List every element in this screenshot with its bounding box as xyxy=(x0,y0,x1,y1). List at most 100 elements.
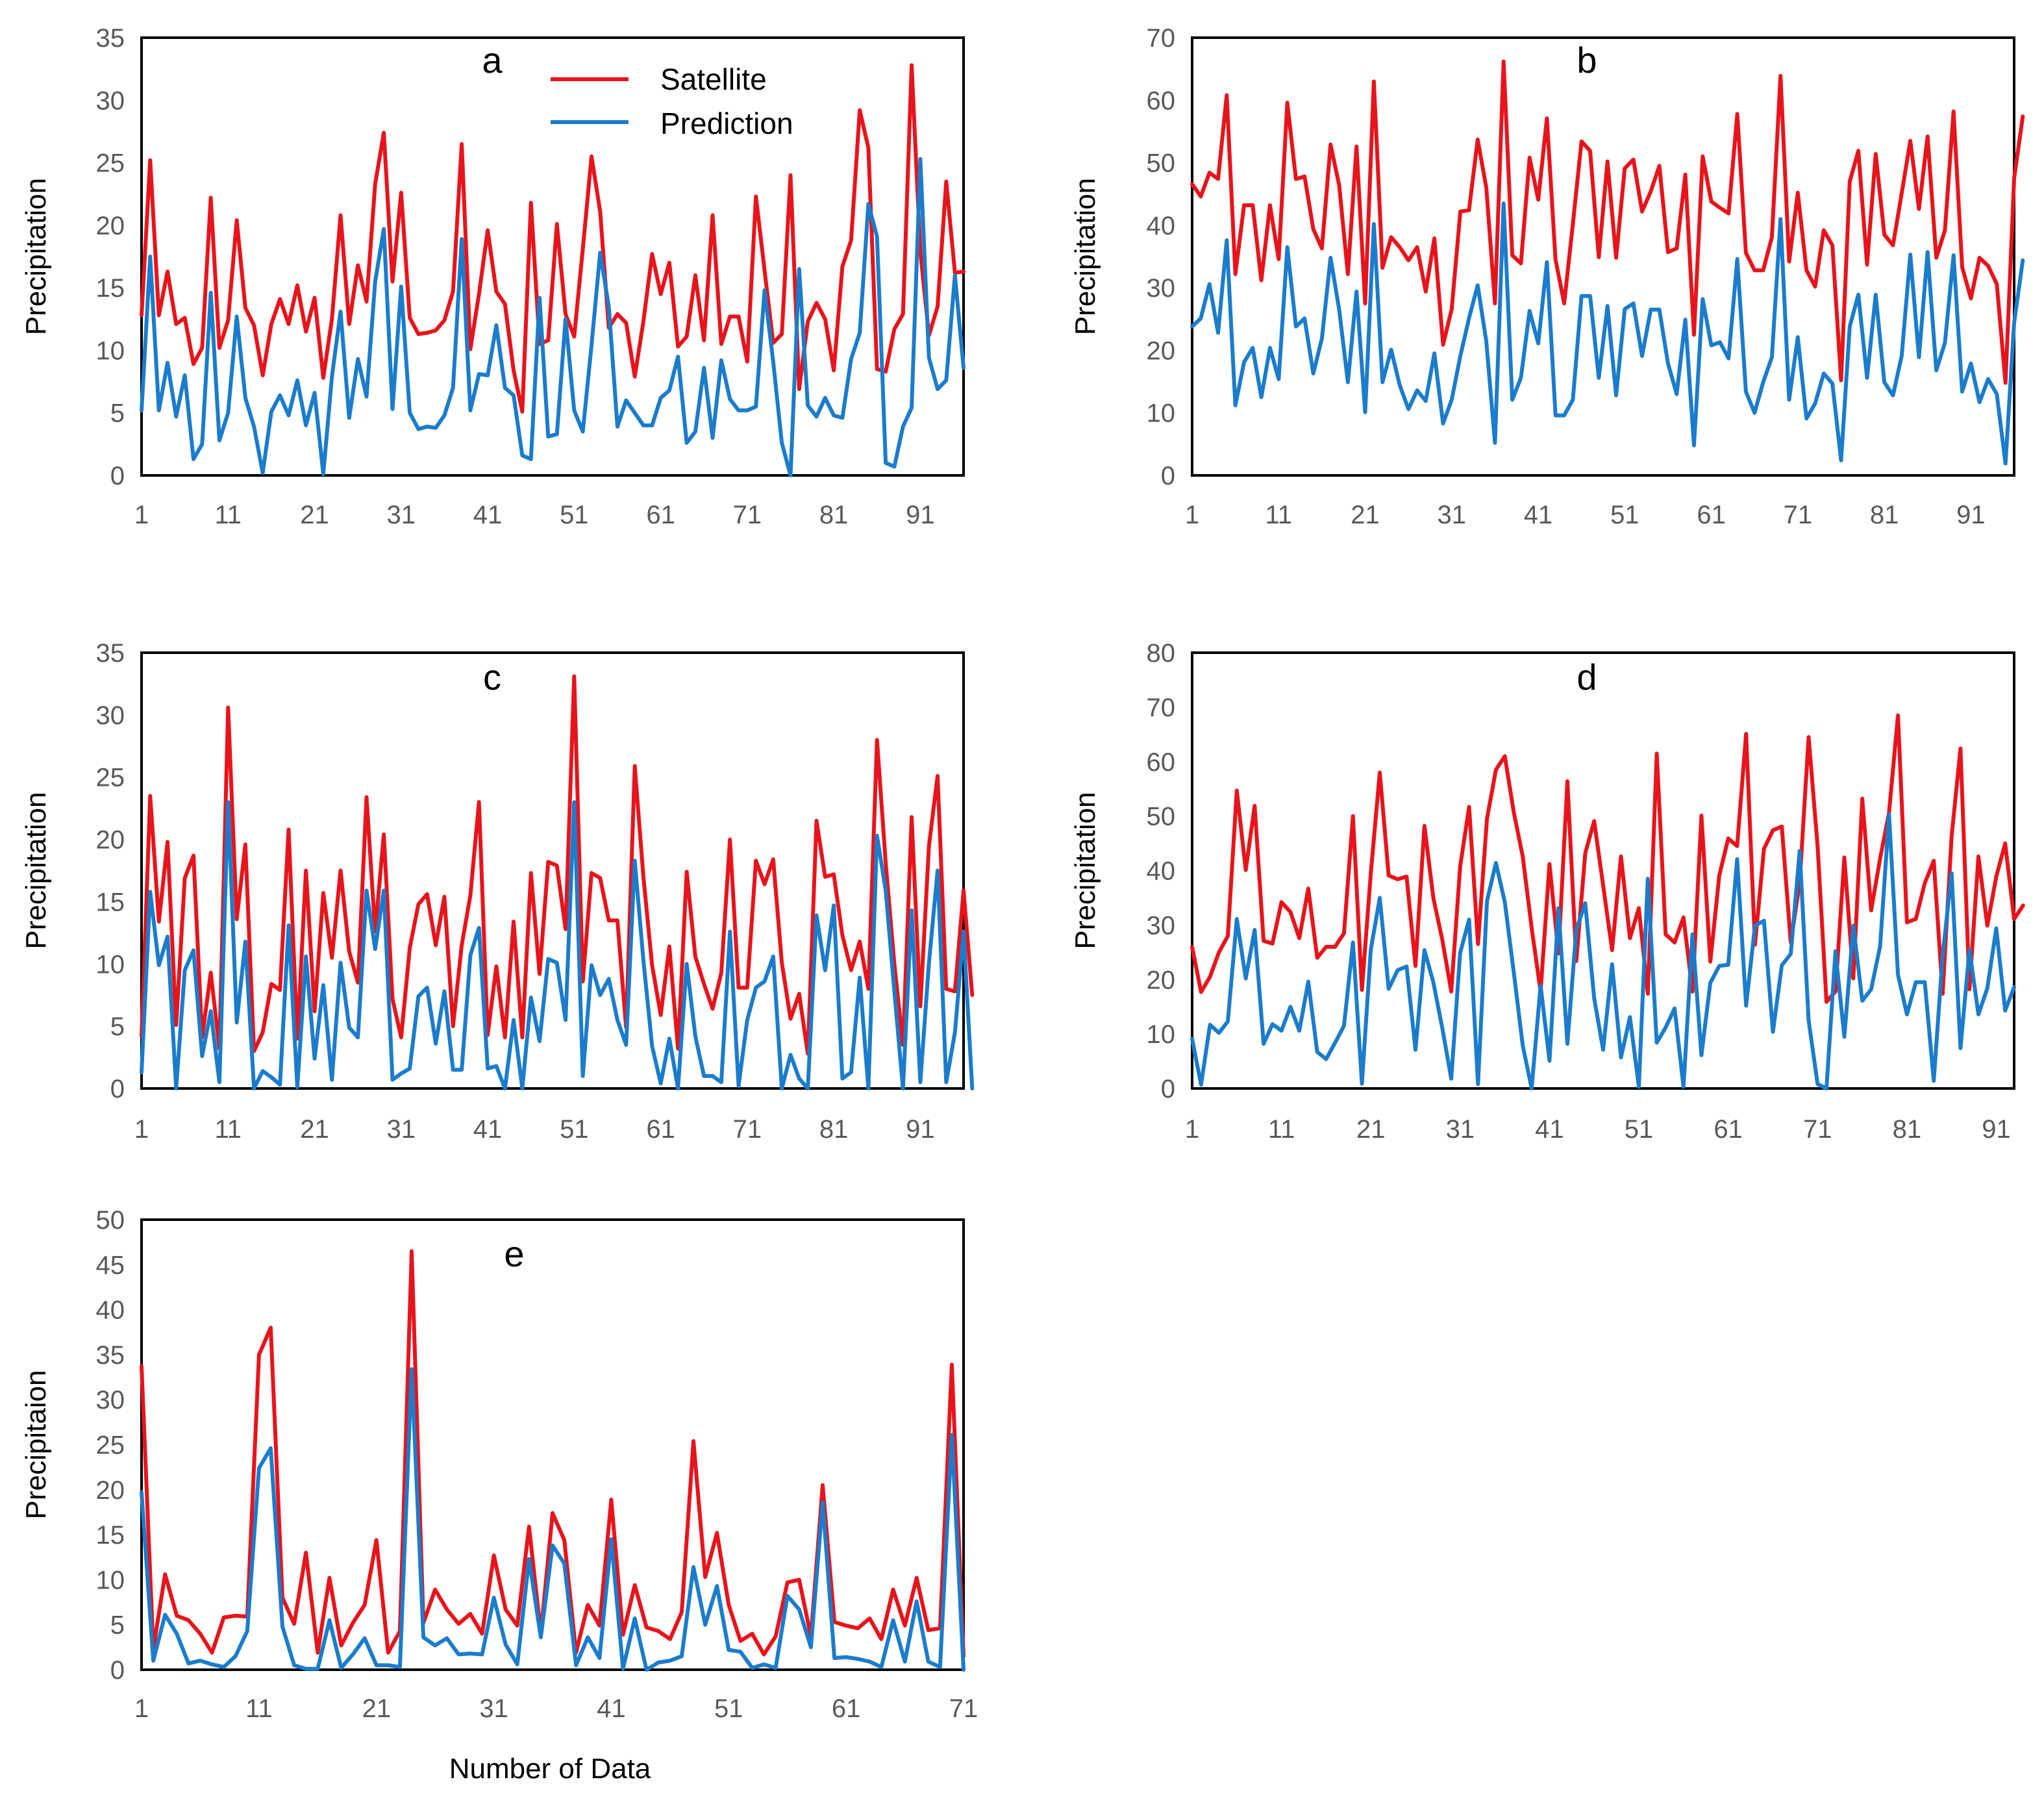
y-tick-label: 30 xyxy=(1147,911,1176,940)
y-tick-label: 15 xyxy=(96,1521,125,1550)
x-tick-label: 51 xyxy=(714,1694,743,1723)
x-tick-label: 31 xyxy=(1446,1115,1475,1144)
x-tick-label: 21 xyxy=(300,1115,329,1144)
x-tick-label: 1 xyxy=(1185,501,1199,529)
plot-frame xyxy=(140,36,965,477)
x-tick-label: 61 xyxy=(646,501,675,529)
panel-label: a xyxy=(482,40,503,81)
y-tick-label: 50 xyxy=(1147,149,1176,178)
y-axis-title: Precipitation xyxy=(20,178,52,335)
x-tick-label: 11 xyxy=(245,1694,273,1723)
x-tick-label: 61 xyxy=(1697,501,1726,529)
y-tick-label: 20 xyxy=(96,826,125,855)
y-tick-label: 40 xyxy=(1147,212,1176,240)
y-tick-label: 40 xyxy=(96,1296,125,1325)
x-tick-label: 71 xyxy=(1803,1115,1832,1144)
x-tick-label: 11 xyxy=(214,501,242,529)
series-line-prediction xyxy=(1190,201,2025,466)
x-tick-label: 71 xyxy=(949,1694,978,1723)
y-tick-label: 10 xyxy=(96,336,125,365)
x-tick-label: 21 xyxy=(1351,501,1380,529)
y-tick-label: 50 xyxy=(96,1206,125,1235)
y-tick-label: 30 xyxy=(1147,274,1176,303)
series-line-satellite xyxy=(140,63,966,414)
y-tick-label: 5 xyxy=(110,399,125,428)
y-axis-title: Precipitation xyxy=(20,792,52,949)
y-tick-label: 60 xyxy=(1147,748,1176,777)
y-tick-label: 30 xyxy=(96,86,125,115)
plot-frame xyxy=(1191,36,2015,477)
x-tick-label: 91 xyxy=(1956,501,1986,529)
panel-label: e xyxy=(504,1233,524,1274)
series-line-prediction xyxy=(140,157,966,477)
x-tick-label: 1 xyxy=(134,1694,149,1723)
y-tick-label: 15 xyxy=(96,274,125,303)
y-tick-label: 60 xyxy=(1147,86,1176,115)
x-tick-label: 91 xyxy=(1982,1115,2011,1144)
series-line-prediction xyxy=(1190,812,2016,1090)
series-line-satellite xyxy=(140,674,975,1056)
y-tick-label: 50 xyxy=(1147,803,1176,831)
y-tick-label: 25 xyxy=(96,764,125,792)
y-tick-label: 10 xyxy=(96,950,125,979)
x-tick-label: 81 xyxy=(819,501,849,529)
x-tick-label: 71 xyxy=(1784,501,1813,529)
legend-satellite-label: Satellite xyxy=(660,62,767,96)
x-tick-label: 51 xyxy=(560,1115,589,1144)
x-tick-label: 11 xyxy=(1268,1115,1295,1144)
y-tick-label: 10 xyxy=(1147,399,1176,428)
x-tick-label: 41 xyxy=(473,501,503,529)
legend-prediction-label: Prediction xyxy=(660,107,793,140)
x-tick-label: 41 xyxy=(597,1694,626,1723)
x-tick-label: 31 xyxy=(479,1694,508,1723)
x-tick-label: 71 xyxy=(733,501,762,529)
x-tick-label: 1 xyxy=(1185,1115,1199,1144)
x-tick-label: 91 xyxy=(906,1115,935,1144)
y-tick-label: 30 xyxy=(96,701,125,730)
y-tick-label: 35 xyxy=(96,639,125,668)
y-tick-label: 35 xyxy=(96,24,125,53)
y-tick-label: 70 xyxy=(1147,694,1176,722)
y-tick-label: 5 xyxy=(110,1012,125,1041)
y-tick-label: 20 xyxy=(1147,966,1176,994)
series-line-prediction xyxy=(140,800,975,1090)
legend: Satellite Prediction xyxy=(551,62,793,140)
y-axis-title: Precipitation xyxy=(1069,178,1101,335)
plot-frame xyxy=(140,651,965,1090)
x-tick-label: 51 xyxy=(1625,1115,1654,1144)
y-tick-label: 10 xyxy=(1147,1020,1176,1049)
y-tick-label: 70 xyxy=(1147,24,1176,53)
x-tick-label: 1 xyxy=(134,501,149,529)
y-tick-label: 20 xyxy=(96,212,125,240)
series-line-prediction xyxy=(140,1367,966,1672)
y-tick-label: 20 xyxy=(1147,336,1176,365)
x-tick-label: 81 xyxy=(1870,501,1899,529)
plot-frame xyxy=(140,1218,965,1671)
y-tick-label: 25 xyxy=(96,1431,125,1460)
x-tick-label: 11 xyxy=(214,1115,242,1144)
y-tick-label: 20 xyxy=(96,1476,125,1505)
y-tick-label: 30 xyxy=(96,1386,125,1414)
y-tick-label: 15 xyxy=(96,888,125,916)
x-tick-label: 41 xyxy=(1535,1115,1564,1144)
x-tick-label: 81 xyxy=(1893,1115,1922,1144)
y-tick-label: 10 xyxy=(96,1566,125,1594)
panel-label: c xyxy=(483,657,501,698)
x-tick-label: 31 xyxy=(387,1115,416,1144)
x-tick-label: 61 xyxy=(1714,1115,1743,1144)
x-tick-label: 31 xyxy=(387,501,416,529)
x-tick-label: 11 xyxy=(1265,501,1292,529)
x-tick-label: 1 xyxy=(134,1115,149,1144)
y-tick-label: 0 xyxy=(1161,462,1175,490)
x-tick-label: 61 xyxy=(646,1115,675,1144)
x-tick-label: 41 xyxy=(1524,501,1553,529)
x-tick-label: 31 xyxy=(1438,501,1467,529)
y-axis-title: Precipitation xyxy=(1069,792,1101,949)
x-axis-title: Number of Data xyxy=(449,1753,651,1785)
